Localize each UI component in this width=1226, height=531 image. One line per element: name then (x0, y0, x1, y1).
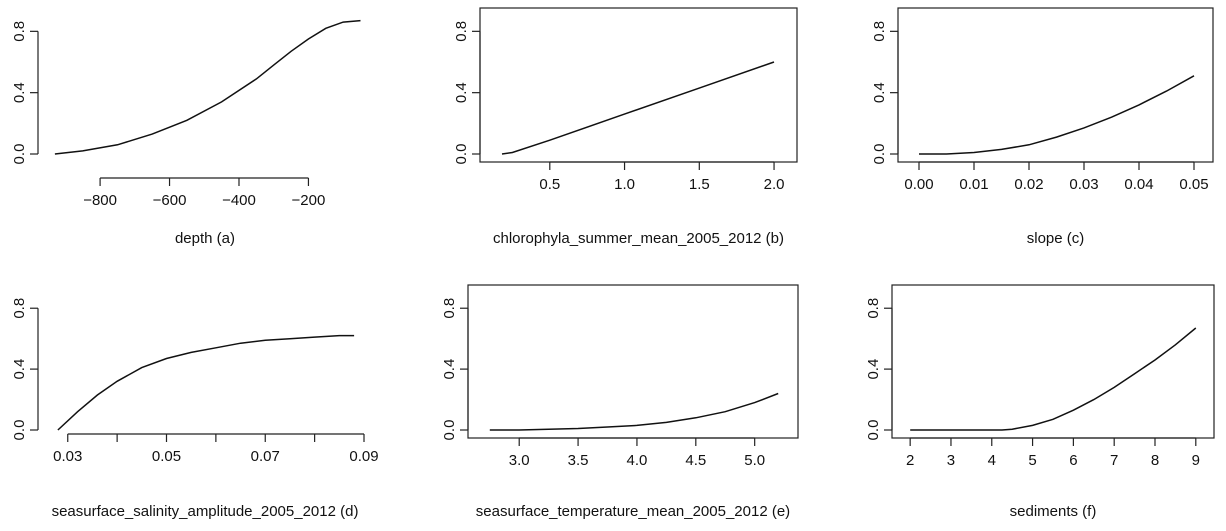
plot-frame (467, 284, 799, 439)
response-curve (501, 61, 775, 155)
x-tick-label: 2 (906, 452, 914, 469)
y-tick-label: 0.4 (453, 82, 470, 103)
response-curve (57, 334, 355, 431)
y-tick-label: 0.8 (11, 21, 28, 42)
x-tick-label: 3 (947, 452, 955, 469)
panel-b: 0.0 0.4 0.8 0.5 1.0 1.5 2.0 chlorophyla_summer_… (453, 7, 798, 247)
x-tick-label: −600 (153, 192, 187, 209)
x-tick-label: 0.03 (53, 448, 82, 465)
x-axis-label: seasurface_salinity_amplitude_2005_2012 … (52, 503, 359, 520)
x-axis-label: slope (c) (1027, 230, 1085, 247)
x-tick-label: 0.04 (1124, 176, 1153, 193)
x-tick-label: 2.0 (764, 176, 785, 193)
response-curve (910, 327, 1197, 431)
panel-a: 0.0 0.4 0.8 −800 −600 −400 −200 depth (a) (11, 19, 361, 247)
y-tick-label: 0.0 (11, 144, 28, 165)
panel-f: 0.0 0.4 0.8 2 3 4 5 6 7 8 9 sediments (f) (865, 284, 1215, 520)
x-tick-label: −800 (83, 192, 117, 209)
x-tick-label: 4.0 (627, 452, 648, 469)
x-tick-label: 3.0 (509, 452, 530, 469)
x-tick-label: 0.09 (349, 448, 378, 465)
panel-d: 0.0 0.4 0.8 0.03 0.05 0.07 0.09 seasurface_sali… (11, 298, 379, 520)
plot-frame (891, 284, 1215, 439)
y-tick-label: 0.8 (11, 298, 28, 319)
y-tick-label: 0.0 (441, 420, 458, 441)
y-tick-label: 0.0 (865, 420, 882, 441)
panel-e: 0.0 0.4 0.8 3.0 3.5 4.0 4.5 5.0 seasurface_tempe… (441, 284, 799, 520)
panel-c: 0.0 0.4 0.8 0.00 0.01 0.02 0.03 0.04 0.05 slope (… (871, 7, 1214, 247)
x-tick-label: 6 (1069, 452, 1077, 469)
y-tick-label: 0.0 (11, 420, 28, 441)
x-axis-label: depth (a) (175, 230, 235, 247)
x-axis-label: sediments (f) (1010, 503, 1097, 520)
plot-frame (479, 7, 798, 163)
response-curve (919, 75, 1195, 155)
x-tick-label: 0.00 (904, 176, 933, 193)
x-tick-label: 4.5 (685, 452, 706, 469)
y-tick-label: 0.4 (865, 359, 882, 380)
x-tick-label: 1.0 (614, 176, 635, 193)
y-tick-label: 0.4 (441, 359, 458, 380)
x-tick-label: 9 (1192, 452, 1200, 469)
x-tick-label: −400 (222, 192, 256, 209)
y-tick-label: 0.8 (441, 298, 458, 319)
x-tick-label: 7 (1110, 452, 1118, 469)
plot-frame (897, 7, 1214, 163)
x-tick-label: 5.0 (744, 452, 765, 469)
response-curve (54, 19, 361, 155)
y-tick-label: 0.0 (453, 144, 470, 165)
y-tick-label: 0.0 (871, 144, 888, 165)
y-tick-label: 0.4 (11, 359, 28, 380)
x-tick-label: 5 (1028, 452, 1036, 469)
y-tick-label: 0.8 (865, 298, 882, 319)
y-tick-label: 0.4 (11, 82, 28, 103)
x-tick-label: 0.02 (1014, 176, 1043, 193)
x-tick-label: 0.01 (959, 176, 988, 193)
x-tick-label: 4 (988, 452, 996, 469)
x-tick-label: −200 (292, 192, 326, 209)
y-tick-label: 0.8 (871, 21, 888, 42)
x-tick-label: 0.05 (1179, 176, 1208, 193)
x-tick-label: 3.5 (568, 452, 589, 469)
y-tick-label: 0.8 (453, 21, 470, 42)
x-tick-label: 8 (1151, 452, 1159, 469)
x-tick-label: 1.5 (689, 176, 710, 193)
response-curve (489, 392, 779, 431)
x-tick-label: 0.05 (152, 448, 181, 465)
x-tick-label: 0.5 (539, 176, 560, 193)
x-tick-label: 0.03 (1069, 176, 1098, 193)
x-axis-label: chlorophyla_summer_mean_2005_2012 (b) (493, 230, 784, 247)
x-tick-label: 0.07 (251, 448, 280, 465)
x-axis-label: seasurface_temperature_mean_2005_2012 (e… (476, 503, 790, 520)
y-tick-label: 0.4 (871, 82, 888, 103)
